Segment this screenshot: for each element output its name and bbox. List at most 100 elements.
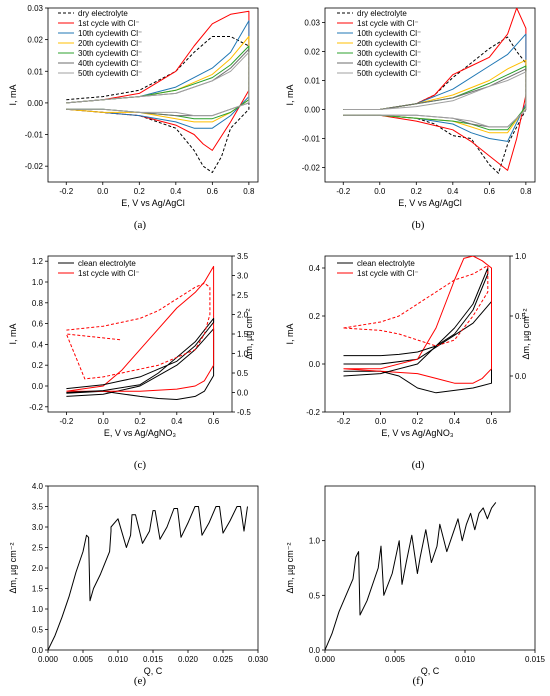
legend-label: 40th cyclewith Cl⁻: [78, 59, 142, 68]
x-tick-label: 0.6: [484, 187, 496, 196]
y-tick-label: 1.0: [309, 537, 321, 546]
series-line-2: [343, 256, 492, 384]
x-tick-label: 0.0: [375, 417, 387, 426]
x-axis-title: Q, C: [421, 666, 440, 676]
legend-label: 20th cyclewith Cl⁻: [357, 39, 421, 48]
y-tick-label: 0.4: [309, 264, 321, 273]
y-tick-label: 4.0: [32, 482, 44, 491]
y2-tick-label: 0.0: [237, 389, 249, 398]
series-line-4: [65, 282, 211, 380]
y-tick-label: 0.5: [309, 591, 321, 600]
y-axis-title: Δm, µg cm⁻²: [8, 543, 18, 594]
plot-frame: [47, 7, 259, 183]
x-tick-label: 0.4: [170, 187, 182, 196]
panel-label: (b): [412, 219, 425, 231]
x-tick-label: 0.015: [525, 655, 546, 664]
y-axis-title: I, mA: [8, 84, 18, 105]
panel-label: (d): [412, 459, 425, 471]
y-tick-label: 0.2: [309, 312, 321, 321]
legend-label: 1st cycle with Cl⁻: [357, 269, 419, 278]
x-tick-label: -0.2: [336, 187, 350, 196]
x-tick-label: 0.000: [315, 655, 336, 664]
x-tick-label: -0.2: [337, 417, 351, 426]
plot-area: [325, 502, 497, 650]
x-tick-label: -0.2: [59, 187, 73, 196]
y-tick-label: 0.0: [309, 646, 321, 655]
y2-tick-label: -0.5: [237, 408, 251, 417]
y-tick-label: 0.0: [309, 360, 321, 369]
x-tick-label: 0.025: [213, 655, 234, 664]
y-tick-label: -0.01: [302, 135, 321, 144]
plot-area: [66, 10, 250, 173]
x-tick-label: 0.8: [243, 187, 255, 196]
legend-label: 30th cyclewith Cl⁻: [357, 49, 421, 58]
series-line-7: [343, 71, 527, 128]
x-tick-label: 0.2: [134, 187, 146, 196]
x-tick-label: 0.015: [143, 655, 164, 664]
x-tick-label: 0.005: [73, 655, 94, 664]
y-tick-label: 2.0: [32, 564, 44, 573]
x-tick-label: 0.0: [97, 187, 109, 196]
y-tick-label: 2.5: [32, 544, 44, 553]
x-tick-label: 0.6: [207, 187, 219, 196]
plot-area: [48, 506, 248, 650]
y2-tick-label: 1.5: [237, 330, 249, 339]
y-tick-label: -0.2: [29, 403, 43, 412]
x-axis-title: E, V vs Ag/AgCl: [121, 198, 185, 208]
x-tick-label: 0.020: [178, 655, 199, 664]
y2-tick-label: 2.5: [237, 291, 249, 300]
panel-label: (e): [134, 675, 147, 687]
y-tick-label: 0.8: [32, 299, 44, 308]
y-tick-label: 1.2: [32, 257, 44, 266]
panel-label: (f): [413, 675, 424, 687]
x-tick-label: 0.000: [38, 655, 59, 664]
legend-label: clean electrolyte: [357, 259, 415, 268]
legend-label: clean electrolyte: [78, 259, 136, 268]
legend-label: 10th cyclewith Cl⁻: [357, 29, 421, 38]
plot-area: [343, 256, 492, 394]
x-axis-title: E, V vs Ag/AgNO₃: [104, 428, 177, 438]
x-tick-label: 0.0: [98, 417, 110, 426]
y-tick-label: 0.00: [27, 99, 43, 108]
x-axis-title: Q, C: [144, 666, 163, 676]
y-tick-label: 0.03: [27, 4, 43, 13]
legend-label: 1st cycle with Cl⁻: [78, 19, 140, 28]
legend-label: dry electrolyte: [357, 9, 407, 18]
y-tick-label: 0.0: [32, 646, 44, 655]
x-tick-label: 0.6: [208, 417, 220, 426]
legend-label: 1st cycle with Cl⁻: [78, 269, 140, 278]
y-tick-label: 0.01: [304, 77, 320, 86]
y-tick-label: -0.02: [25, 162, 44, 171]
panel-label: (c): [134, 459, 147, 471]
legend-label: 10th cyclewith Cl⁻: [78, 29, 142, 38]
legend-label: 40th cyclewith Cl⁻: [357, 59, 421, 68]
series-line-1: [325, 502, 497, 650]
plot-area: [65, 265, 215, 400]
y2-axis-title: Δm, µg cm⁻²: [521, 309, 531, 360]
y-tick-label: 0.0: [32, 382, 44, 391]
legend-label: 30th cyclewith Cl⁻: [78, 49, 142, 58]
series-line-2: [66, 265, 215, 392]
series-line-1: [48, 506, 248, 650]
y2-tick-label: 0.5: [515, 312, 527, 321]
y2-tick-label: 2.0: [237, 311, 249, 320]
y-tick-label: -0.02: [302, 164, 321, 173]
y2-tick-label: 1.0: [237, 350, 249, 359]
x-tick-label: 0.030: [248, 655, 269, 664]
x-tick-label: 0.2: [412, 417, 424, 426]
y-tick-label: 1.0: [32, 278, 44, 287]
y2-tick-label: 1.0: [515, 252, 527, 261]
y-tick-label: 0.5: [32, 626, 44, 635]
x-tick-label: 0.0: [374, 187, 386, 196]
y-tick-label: 0.2: [32, 361, 44, 370]
x-tick-label: 0.4: [171, 417, 183, 426]
x-tick-label: 0.6: [486, 417, 498, 426]
y-tick-label: 0.02: [304, 48, 320, 57]
y-axis-title: I, mA: [285, 84, 295, 105]
